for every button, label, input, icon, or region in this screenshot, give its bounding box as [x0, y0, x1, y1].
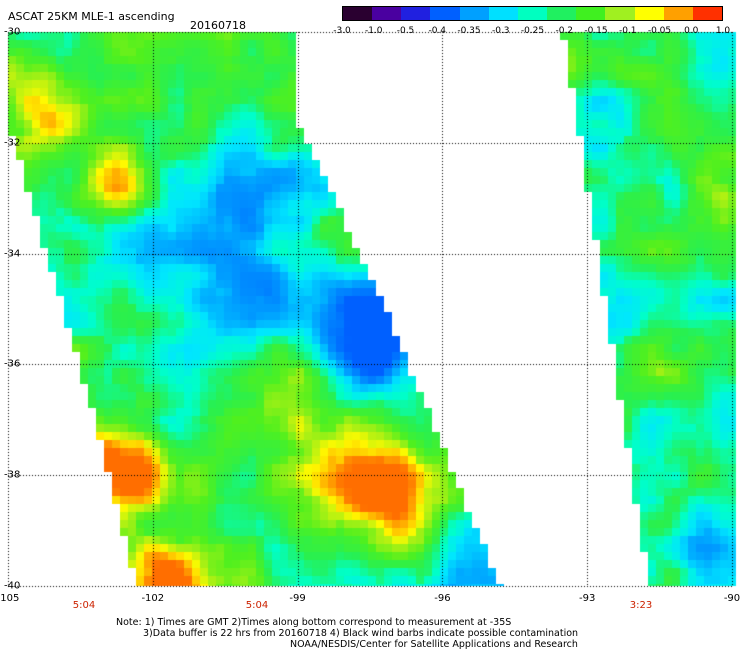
pass-time-label: 5:04: [72, 600, 96, 611]
footnote-line-1: Note: 1) Times are GMT 2)Times along bot…: [116, 617, 512, 628]
color-scale-segment: [430, 7, 460, 20]
color-scale-tick-label: 0.0: [684, 26, 699, 36]
latitude-tick-label: -36: [4, 358, 21, 370]
pass-time-label: 5:04: [245, 600, 269, 611]
color-scale-bar: [342, 6, 723, 21]
color-scale-tick-label: -0.1: [618, 26, 637, 36]
color-scale-segment: [547, 7, 577, 20]
color-scale-tick-label: -0.4: [428, 26, 447, 36]
color-scale-segment: [372, 7, 402, 20]
longitude-tick-label: -99: [289, 593, 306, 604]
latitude-tick-label: -32: [4, 137, 21, 149]
footnote-line-2: 3)Data buffer is 22 hrs from 20160718 4)…: [143, 628, 579, 639]
color-scale-tick-label: -0.05: [647, 26, 672, 36]
color-scale-segment: [517, 7, 548, 20]
longitude-tick-label: -105: [0, 593, 20, 604]
footnote-line-3: NOAA/NESDIS/Center for Satellite Applica…: [290, 639, 578, 650]
longitude-tick-label: -102: [141, 593, 165, 604]
latitude-tick-label: -40: [4, 580, 21, 592]
color-scale-tick-label: -1.0: [364, 26, 383, 36]
color-scale-tick-label: 1.0: [715, 26, 731, 36]
color-scale-tick-label: -0.15: [584, 26, 608, 36]
longitude-tick-label: -96: [434, 593, 451, 604]
color-scale-segment: [459, 7, 489, 20]
color-scale-segment: [401, 7, 431, 20]
color-scale-segment: [605, 7, 635, 20]
longitude-tick-label: -90: [723, 593, 740, 604]
color-scale-segment: [634, 7, 664, 20]
color-scale-segment: [692, 7, 723, 20]
pass-time-label: 3:23: [629, 600, 653, 611]
color-scale-segment: [343, 7, 373, 20]
color-scale-segment: [576, 7, 606, 20]
color-scale-tick-label: -3.0: [333, 26, 351, 36]
latitude-tick-label: -30: [4, 26, 21, 38]
color-scale-tick-label: -0.2: [555, 26, 574, 36]
latitude-tick-label: -38: [4, 469, 21, 481]
longitude-tick-label: -93: [579, 593, 596, 604]
latitude-tick-label: -34: [4, 248, 21, 260]
product-date: 20160718: [190, 19, 246, 32]
color-scale-segment: [663, 7, 693, 20]
color-scale-tick-label: -0.5: [396, 26, 415, 36]
product-title: ASCAT 25KM MLE-1 ascending: [8, 10, 175, 23]
color-scale-tick-label: -0.3: [491, 26, 510, 36]
color-scale-tick-label: -0.25: [520, 26, 545, 36]
color-scale-segment: [488, 7, 518, 20]
color-scale-tick-label: -0.35: [457, 26, 481, 36]
